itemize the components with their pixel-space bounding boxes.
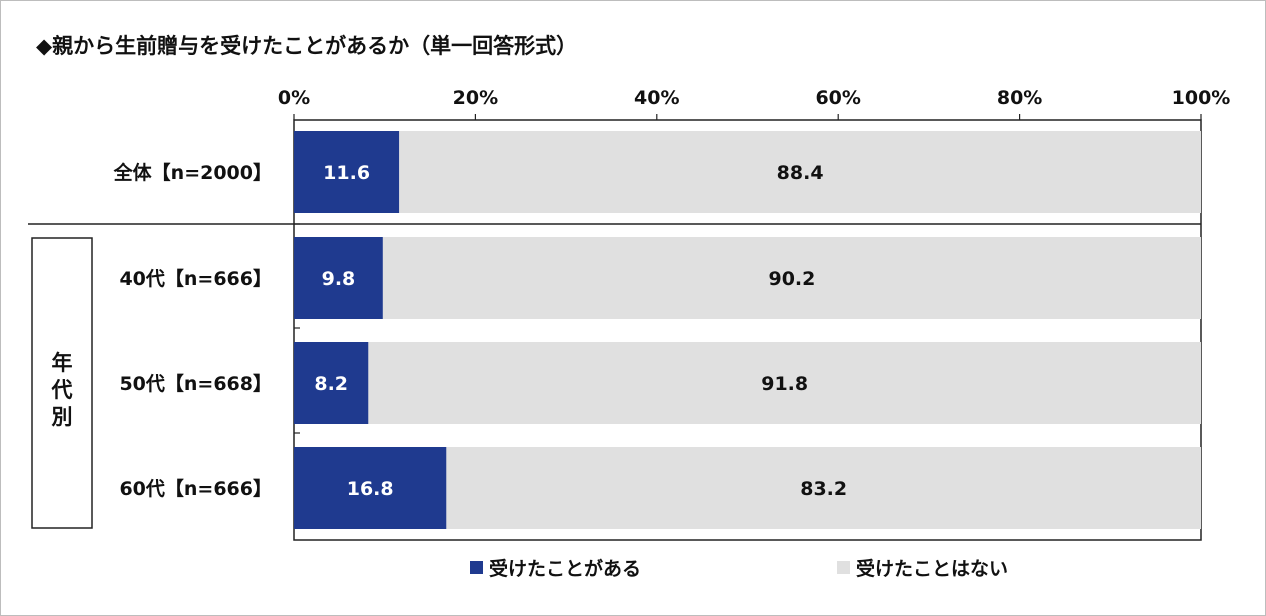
bar-not-received bbox=[399, 131, 1201, 213]
group-label-char: 年 bbox=[52, 351, 73, 375]
group-label-char: 代 bbox=[51, 378, 73, 402]
category-label: 50代【n=668】 bbox=[119, 372, 272, 395]
bar-received bbox=[294, 342, 369, 424]
x-tick-label: 80% bbox=[997, 87, 1042, 109]
x-tick-label: 100% bbox=[1172, 87, 1231, 109]
data-label: 91.8 bbox=[761, 373, 808, 395]
bar-not-received bbox=[368, 342, 1201, 424]
data-label: 90.2 bbox=[768, 268, 815, 290]
legend-swatch bbox=[837, 561, 850, 574]
bar-received bbox=[294, 447, 447, 529]
category-label: 60代【n=666】 bbox=[119, 477, 272, 500]
bar-received bbox=[294, 131, 400, 213]
data-label: 83.2 bbox=[800, 478, 847, 500]
x-tick-label: 0% bbox=[278, 87, 310, 109]
bar-not-received bbox=[446, 447, 1202, 529]
x-tick-label: 40% bbox=[634, 87, 679, 109]
legend-label: 受けたことはない bbox=[856, 557, 1008, 580]
category-label: 全体【n=2000】 bbox=[113, 161, 272, 184]
category-label: 40代【n=666】 bbox=[119, 267, 272, 290]
chart-title: ◆親から生前贈与を受けたことがあるか（単一回答形式） bbox=[36, 34, 578, 58]
data-label: 8.2 bbox=[314, 373, 348, 395]
x-tick-label: 60% bbox=[815, 87, 860, 109]
data-label: 11.6 bbox=[323, 162, 370, 184]
legend-swatch bbox=[470, 561, 483, 574]
group-label-char: 別 bbox=[52, 405, 73, 429]
bar-not-received bbox=[382, 237, 1201, 319]
x-tick-label: 20% bbox=[453, 87, 498, 109]
plot-border bbox=[293, 119, 1202, 541]
bar-received bbox=[294, 237, 383, 319]
data-label: 88.4 bbox=[777, 162, 824, 184]
data-label: 16.8 bbox=[347, 478, 394, 500]
legend-label: 受けたことがある bbox=[489, 557, 641, 580]
data-label: 9.8 bbox=[322, 268, 356, 290]
group-box bbox=[31, 237, 93, 529]
